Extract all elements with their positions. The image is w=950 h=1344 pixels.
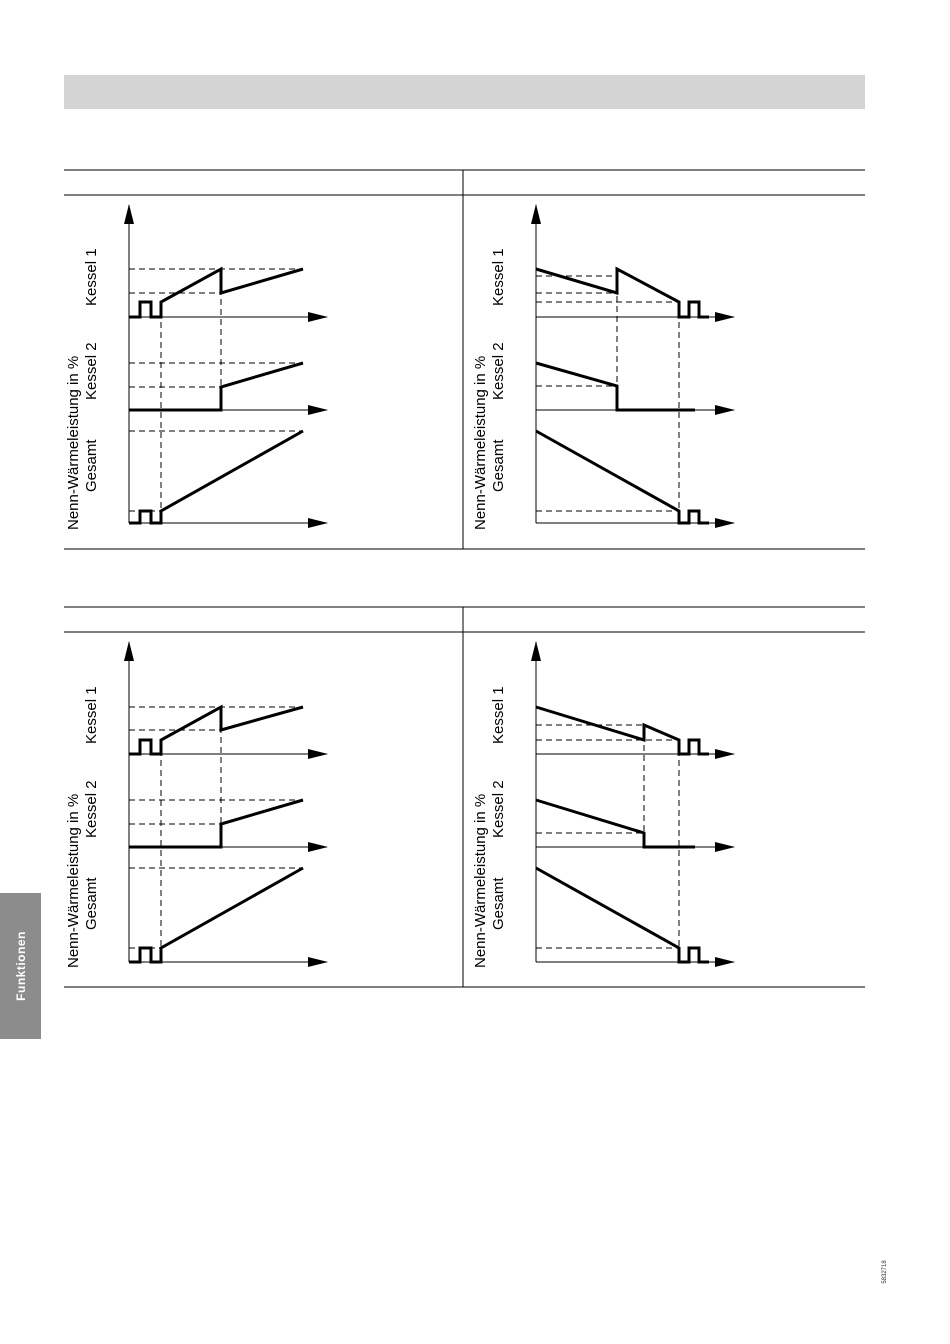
diagram-grid-bottom	[64, 606, 865, 988]
diagram-bottom-right: Nenn-Wärmeleistung in % Kessel 1 Kessel …	[472, 641, 735, 968]
kessel1-label: Kessel 1	[83, 686, 100, 744]
kessel1-label: Kessel 1	[83, 248, 100, 306]
side-tab-funktionen: Funktionen	[0, 893, 41, 1039]
document-code: 5832718	[882, 1260, 888, 1284]
kessel1-label: Kessel 1	[490, 686, 507, 744]
header-bar	[64, 75, 865, 109]
diagram-top-left: Nenn-Wärmeleistung in % Kessel 1 Kessel …	[65, 204, 328, 530]
gesamt-label: Gesamt	[490, 877, 507, 930]
kessel1-label: Kessel 1	[490, 248, 507, 306]
kessel2-label: Kessel 2	[83, 780, 100, 838]
kessel2-label: Kessel 2	[490, 342, 507, 400]
diagram-grid-top	[64, 169, 865, 550]
y-axis-label: Nenn-Wärmeleistung in %	[65, 356, 82, 530]
side-tab-label: Funktionen	[13, 931, 28, 1001]
diagram-top-right: Nenn-Wärmeleistung in % Kessel 1 Kessel …	[472, 204, 735, 530]
gesamt-label: Gesamt	[83, 877, 100, 930]
gesamt-label: Gesamt	[83, 439, 100, 492]
y-axis-label: Nenn-Wärmeleistung in %	[472, 794, 489, 968]
kessel2-label: Kessel 2	[490, 780, 507, 838]
y-axis-label: Nenn-Wärmeleistung in %	[472, 356, 489, 530]
y-axis-label: Nenn-Wärmeleistung in %	[65, 794, 82, 968]
diagram-bottom-left: Nenn-Wärmeleistung in % Kessel 1 Kessel …	[65, 641, 328, 968]
gesamt-label: Gesamt	[490, 439, 507, 492]
kessel2-label: Kessel 2	[83, 342, 100, 400]
